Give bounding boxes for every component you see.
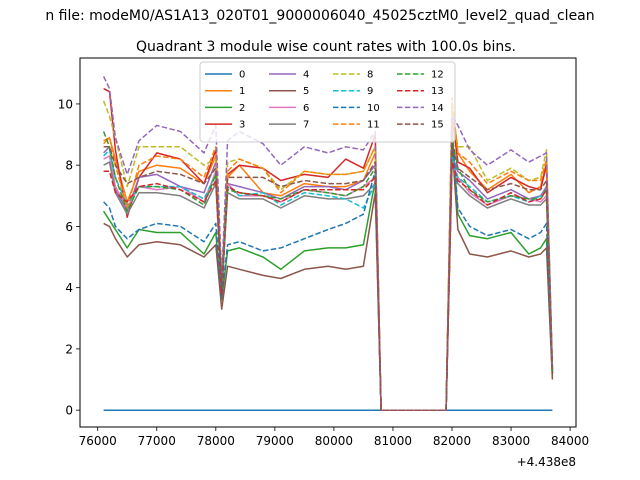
x-tick-label: 79000	[256, 434, 294, 448]
x-tick-label: 80000	[315, 434, 353, 448]
legend-label-6: 6	[303, 103, 309, 114]
plot-frame	[79, 57, 577, 428]
legend-label-5: 5	[303, 86, 309, 97]
legend-label-7: 7	[303, 120, 309, 131]
series-line-13	[103, 161, 554, 411]
x-tick-label: 83000	[492, 434, 530, 448]
series-line-5	[103, 142, 554, 411]
legend-label-4: 4	[303, 70, 309, 81]
x-tick-label: 82000	[433, 434, 471, 448]
series-line-7	[103, 161, 554, 411]
legend-label-11: 11	[367, 120, 380, 131]
x-offset-label: +4.438e8	[517, 455, 576, 469]
legend-label-14: 14	[431, 103, 444, 114]
legend-label-3: 3	[239, 120, 245, 131]
y-axis: 0 2 4 6 8 10	[58, 97, 80, 418]
series-line-15	[103, 142, 554, 411]
legend-label-0: 0	[239, 70, 245, 81]
legend-box	[199, 61, 456, 143]
legend-label-13: 13	[431, 86, 444, 97]
series-line-1	[103, 106, 554, 411]
legend-label-9: 9	[367, 86, 373, 97]
y-tick-label: 8	[65, 159, 73, 173]
y-tick-label: 2	[65, 342, 73, 356]
x-tick-label: 77000	[138, 434, 176, 448]
series-line-2	[102, 127, 554, 411]
x-tick-label: 76000	[79, 434, 117, 448]
x-tick-label: 84000	[551, 434, 589, 448]
legend-label-15: 15	[431, 120, 444, 131]
x-tick-label: 81000	[374, 434, 412, 448]
x-axis: 76000 77000 78000 79000 80000 81000 82000 83000…	[79, 427, 589, 448]
series-line-10	[103, 130, 554, 411]
y-tick-label: 10	[58, 97, 73, 111]
legend-label-10: 10	[367, 103, 380, 114]
x-tick-label: 78000	[197, 434, 235, 448]
y-tick-label: 0	[65, 404, 73, 418]
figure-suptitle: n file: modeM0/AS1A13_020T01_9000006040_…	[45, 8, 594, 24]
legend-label-12: 12	[431, 70, 444, 81]
series-line-12	[102, 131, 554, 411]
legend-label-1: 1	[239, 86, 245, 97]
series-lines	[102, 76, 554, 411]
chart-title: Quadrant 3 module wise count rates with …	[136, 39, 516, 55]
legend-label-8: 8	[367, 70, 373, 81]
series-line-3	[103, 87, 554, 411]
y-tick-label: 4	[65, 281, 73, 295]
legend-label-2: 2	[239, 103, 245, 114]
series-line-14	[102, 76, 554, 411]
series-line-9	[103, 149, 554, 411]
series-line-11	[103, 97, 554, 411]
y-tick-label: 6	[65, 220, 73, 234]
series-line-4	[103, 146, 554, 411]
